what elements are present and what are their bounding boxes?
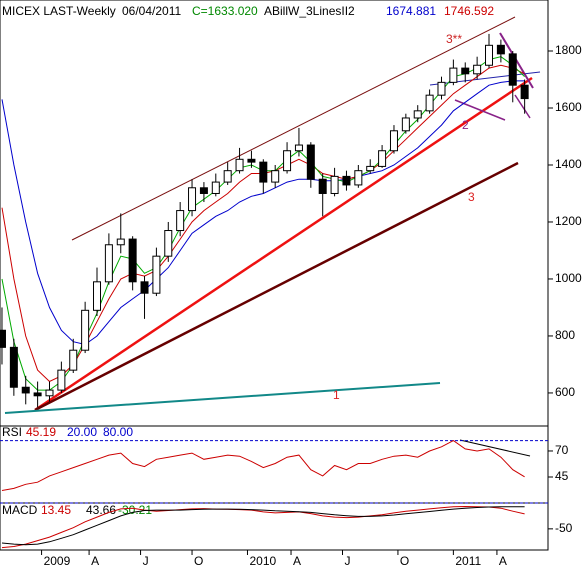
trend-line: [34, 76, 533, 412]
trend-line: [34, 161, 519, 412]
rsi-value: 45.19: [26, 425, 56, 439]
candle-body: [378, 150, 387, 167]
y-tick-label: 600: [555, 385, 575, 399]
candle-body: [9, 346, 18, 388]
x-tick-label: O: [194, 554, 203, 568]
y-tick-label: -50: [555, 521, 573, 535]
series-line: [1, 505, 525, 549]
candle-body: [104, 244, 113, 283]
x-tick-label: 2010: [249, 554, 276, 568]
candle-body: [294, 144, 303, 152]
x-tick-label: A: [293, 554, 301, 568]
plot-frame: [0, 0, 549, 551]
candle-body: [508, 53, 517, 86]
y-tick-label: 1000: [555, 271, 582, 285]
candle-body: [461, 67, 470, 75]
y-tick-label: 45: [555, 469, 569, 483]
trendlines: [4, 16, 541, 457]
y-tick-label: 1800: [555, 43, 582, 57]
rsi-level: 80.00: [103, 425, 133, 439]
x-tick-label: A: [499, 554, 507, 568]
series-line: [1, 440, 525, 491]
y-tick-label: 1200: [555, 214, 582, 228]
x-tick-label: J: [345, 554, 351, 568]
y-tick-label: 70: [555, 443, 569, 457]
candle-body: [247, 158, 256, 163]
candle-body: [496, 44, 505, 55]
candle-body: [485, 44, 494, 66]
macd-value: 43.66: [86, 503, 116, 517]
price-panel: [0, 33, 529, 408]
candle-body: [425, 94, 434, 112]
candle-body: [176, 210, 185, 232]
date: 06/04/2011: [122, 4, 181, 18]
candle-body: [93, 281, 102, 311]
x-tick-label: J: [143, 554, 149, 568]
rsi-title: RSI: [2, 425, 22, 439]
annotation: 2: [462, 118, 469, 132]
candle-body: [21, 386, 30, 394]
candle-body: [354, 170, 363, 186]
header: MICEX LAST-Weekly 06/04/2011 C=1633.020 …: [2, 4, 494, 18]
candle-body: [164, 230, 173, 257]
candle-body: [437, 81, 446, 96]
candle-body: [188, 187, 197, 212]
candle-body: [401, 117, 410, 132]
trend-line: [4, 382, 441, 414]
annotation: 3: [468, 190, 475, 204]
candle-body: [449, 67, 458, 83]
indicator-name: ABillW_3LinesII2: [264, 4, 355, 18]
candle-body: [140, 281, 149, 294]
y-tick-label: 1600: [555, 100, 582, 114]
x-tick-label: 2011: [455, 554, 481, 568]
annotation: 3**: [446, 32, 462, 46]
candle-body: [283, 150, 292, 172]
close-label: C=1633.020: [192, 4, 258, 18]
candle-body: [81, 309, 90, 351]
candle-body: [330, 175, 339, 194]
macd-title: MACD: [2, 503, 38, 517]
candle-body: [223, 170, 232, 183]
candle-body: [271, 170, 280, 183]
annotation: 1: [333, 388, 340, 402]
x-tick-label: A: [91, 554, 99, 568]
candle-body: [211, 181, 220, 194]
candle-body: [116, 238, 125, 246]
candle-body: [152, 255, 161, 294]
candle-body: [318, 178, 327, 194]
rsi-trend-line: [459, 439, 531, 457]
y-tick-label: 800: [555, 328, 575, 342]
candle-body: [366, 165, 375, 172]
candle-body: [473, 64, 482, 75]
channel-line: [71, 16, 516, 241]
candle-body: [342, 175, 351, 186]
candle-body: [259, 161, 268, 183]
y-tick-label: 1400: [555, 157, 582, 171]
candle-body: [128, 238, 137, 283]
candle-body: [413, 110, 422, 119]
macd-value: 13.45: [41, 503, 71, 517]
candle-body: [69, 349, 78, 371]
candle-body: [33, 392, 42, 397]
x-tick-label: O: [400, 554, 409, 568]
chart-title: MICEX LAST-Weekly: [2, 4, 116, 18]
candle-body: [389, 130, 398, 152]
candle-body: [520, 84, 529, 100]
candle-body: [306, 144, 315, 180]
candle-body: [45, 389, 54, 397]
rsi-level: 20.00: [67, 425, 97, 439]
candle-body: [57, 369, 66, 391]
trend-line: [514, 94, 531, 119]
indicator-value: 1674.881: [386, 4, 436, 18]
candle-body: [199, 187, 208, 194]
indicator-value: 1746.592: [444, 4, 494, 18]
series-line: [1, 506, 525, 546]
x-tick-label: 2009: [44, 554, 71, 568]
candle-body: [0, 329, 6, 348]
candle-body: [235, 158, 244, 172]
